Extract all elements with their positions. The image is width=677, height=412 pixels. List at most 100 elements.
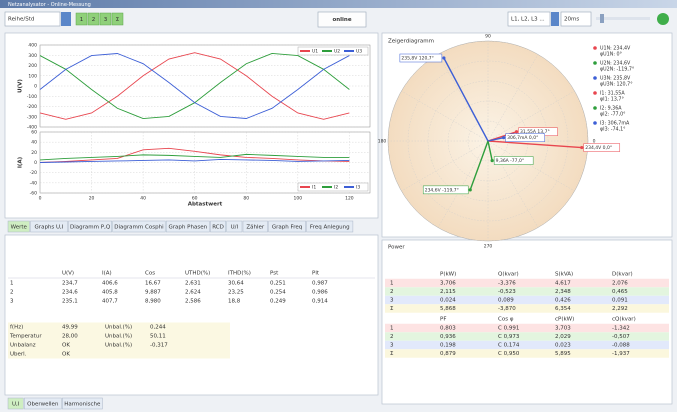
slider-track[interactable] — [596, 17, 650, 20]
tab-label[interactable]: Graph Freq — [272, 224, 302, 230]
table-cell: 1 — [390, 281, 394, 287]
table-cell: 0,987 — [312, 281, 328, 287]
tab-label[interactable]: Zähler — [246, 224, 265, 230]
dropdown[interactable] — [4, 11, 61, 27]
legend-dot — [593, 61, 597, 65]
toolbar-button-text[interactable]: 3 — [104, 17, 108, 23]
table-row — [385, 278, 669, 288]
interval-box[interactable] — [560, 11, 592, 27]
table-cell: 9,887 — [145, 290, 161, 296]
legend-text: φU1N: 0° — [600, 52, 622, 58]
legend-label: U2 — [334, 49, 340, 55]
title-bar — [0, 0, 677, 8]
dropdown-arrow[interactable] — [61, 12, 71, 26]
y-axis-label: I(A) — [18, 156, 24, 168]
table-cell: 235,1 — [62, 299, 78, 305]
y-tick-label: 40 — [31, 140, 37, 146]
table-cell: 1 — [390, 326, 394, 332]
toolbar-button-text[interactable]: 2 — [92, 17, 96, 23]
table-header: Plt — [312, 271, 320, 277]
tab[interactable] — [268, 220, 306, 233]
table-header: Q(kvar) — [498, 272, 519, 278]
slider-thumb[interactable] — [600, 14, 604, 23]
toolbar-button[interactable] — [75, 12, 88, 26]
dropdown-text[interactable]: Reihe/Std — [8, 17, 34, 23]
tab-label[interactable]: U/I — [231, 224, 239, 230]
phasor-note: 234,6V -119,7° — [425, 187, 459, 193]
table-cell: -1,937 — [612, 351, 630, 357]
legend-label: I2 — [334, 185, 338, 191]
tab-label[interactable]: Freq Anlegung — [310, 224, 350, 230]
tab[interactable] — [68, 220, 112, 233]
tab-label[interactable]: Graph Phasen — [169, 224, 208, 230]
y-tick-label: 60 — [31, 130, 37, 136]
x-axis-label: Abtastwert — [188, 202, 223, 208]
tab-label[interactable]: Diagramm P,Q — [70, 224, 111, 230]
tab[interactable] — [112, 220, 166, 233]
online-button-text[interactable]: online — [332, 17, 351, 23]
power-panel — [381, 239, 673, 405]
tab-label[interactable]: Werte — [11, 224, 28, 230]
table-cell: 2,348 — [555, 289, 571, 295]
tab-label[interactable]: RCD — [212, 224, 224, 230]
tab[interactable] — [7, 220, 30, 233]
channel-arrow[interactable] — [551, 12, 559, 26]
table-cell: Unbal.(%) — [105, 334, 132, 340]
channel-dropdown[interactable] — [507, 11, 551, 27]
tab-label[interactable]: Diagramm Cosphi — [114, 224, 164, 230]
table-header: Cos φ — [498, 317, 514, 323]
y-tick-label: -200 — [27, 104, 37, 110]
tab-label[interactable]: Harmonische — [64, 401, 101, 407]
table-cell: 2,115 — [440, 289, 456, 295]
tab[interactable] — [226, 220, 243, 233]
table-cell: 49,99 — [62, 325, 78, 331]
legend-text: φI3: -74,1° — [600, 127, 626, 133]
legend-label: U1 — [312, 49, 318, 55]
toolbar-button-text[interactable]: Σ — [116, 17, 120, 23]
values-panel — [4, 234, 379, 396]
y-tick-label: 0 — [34, 84, 37, 90]
phasor-note-box — [493, 156, 534, 165]
legend-text: I3: 306,7mA — [600, 121, 630, 127]
x-tick-label: 120 — [345, 196, 354, 202]
legend-text: U1N: 234,4V — [600, 46, 631, 52]
table-cell: 0,426 — [555, 298, 571, 304]
tab-label[interactable]: U,I — [12, 401, 20, 407]
legend-text: U2N: 234,6V — [600, 61, 631, 67]
legend-text: U3N: 235,8V — [600, 76, 631, 82]
table-cell: 0,091 — [612, 298, 628, 304]
interval-text[interactable]: 20ms — [564, 17, 579, 23]
toolbar-button[interactable] — [99, 12, 112, 26]
phasor-note: 31,55A 13,7° — [520, 129, 550, 135]
table-cell: 2,586 — [185, 299, 201, 305]
tab[interactable] — [62, 397, 103, 410]
tab[interactable] — [7, 397, 24, 410]
online-button[interactable] — [317, 11, 367, 28]
tab[interactable] — [30, 220, 68, 233]
refresh-icon[interactable] — [657, 13, 669, 25]
channel-text[interactable]: L1, L2, L3 ... — [511, 17, 545, 23]
table-row — [8, 349, 230, 359]
table-cell: 407,7 — [102, 299, 118, 305]
toolbar-button[interactable] — [111, 12, 124, 26]
y-tick-label: 0 — [34, 160, 37, 166]
tab[interactable] — [242, 220, 268, 233]
tab-label[interactable]: Oberwellen — [27, 401, 59, 407]
tab[interactable] — [210, 220, 226, 233]
x-tick-label: 100 — [294, 196, 303, 202]
tab[interactable] — [165, 220, 210, 233]
table-cell: -1,342 — [612, 326, 630, 332]
tab[interactable] — [306, 220, 354, 233]
tab[interactable] — [24, 397, 62, 410]
legend-dot — [593, 76, 597, 80]
table-cell: 2,076 — [612, 281, 628, 287]
toolbar-button[interactable] — [87, 12, 100, 26]
table-header: cP(kW) — [555, 317, 574, 323]
tab-label[interactable]: Graphs U,I — [35, 224, 64, 230]
toolbar-button-text[interactable]: 1 — [80, 17, 84, 23]
legend-text: φU3N: 120,7° — [600, 82, 633, 88]
table-cell: 0,089 — [498, 298, 514, 304]
legend — [297, 46, 369, 56]
legend-dot — [593, 91, 597, 95]
table-cell: -0,088 — [612, 343, 630, 349]
